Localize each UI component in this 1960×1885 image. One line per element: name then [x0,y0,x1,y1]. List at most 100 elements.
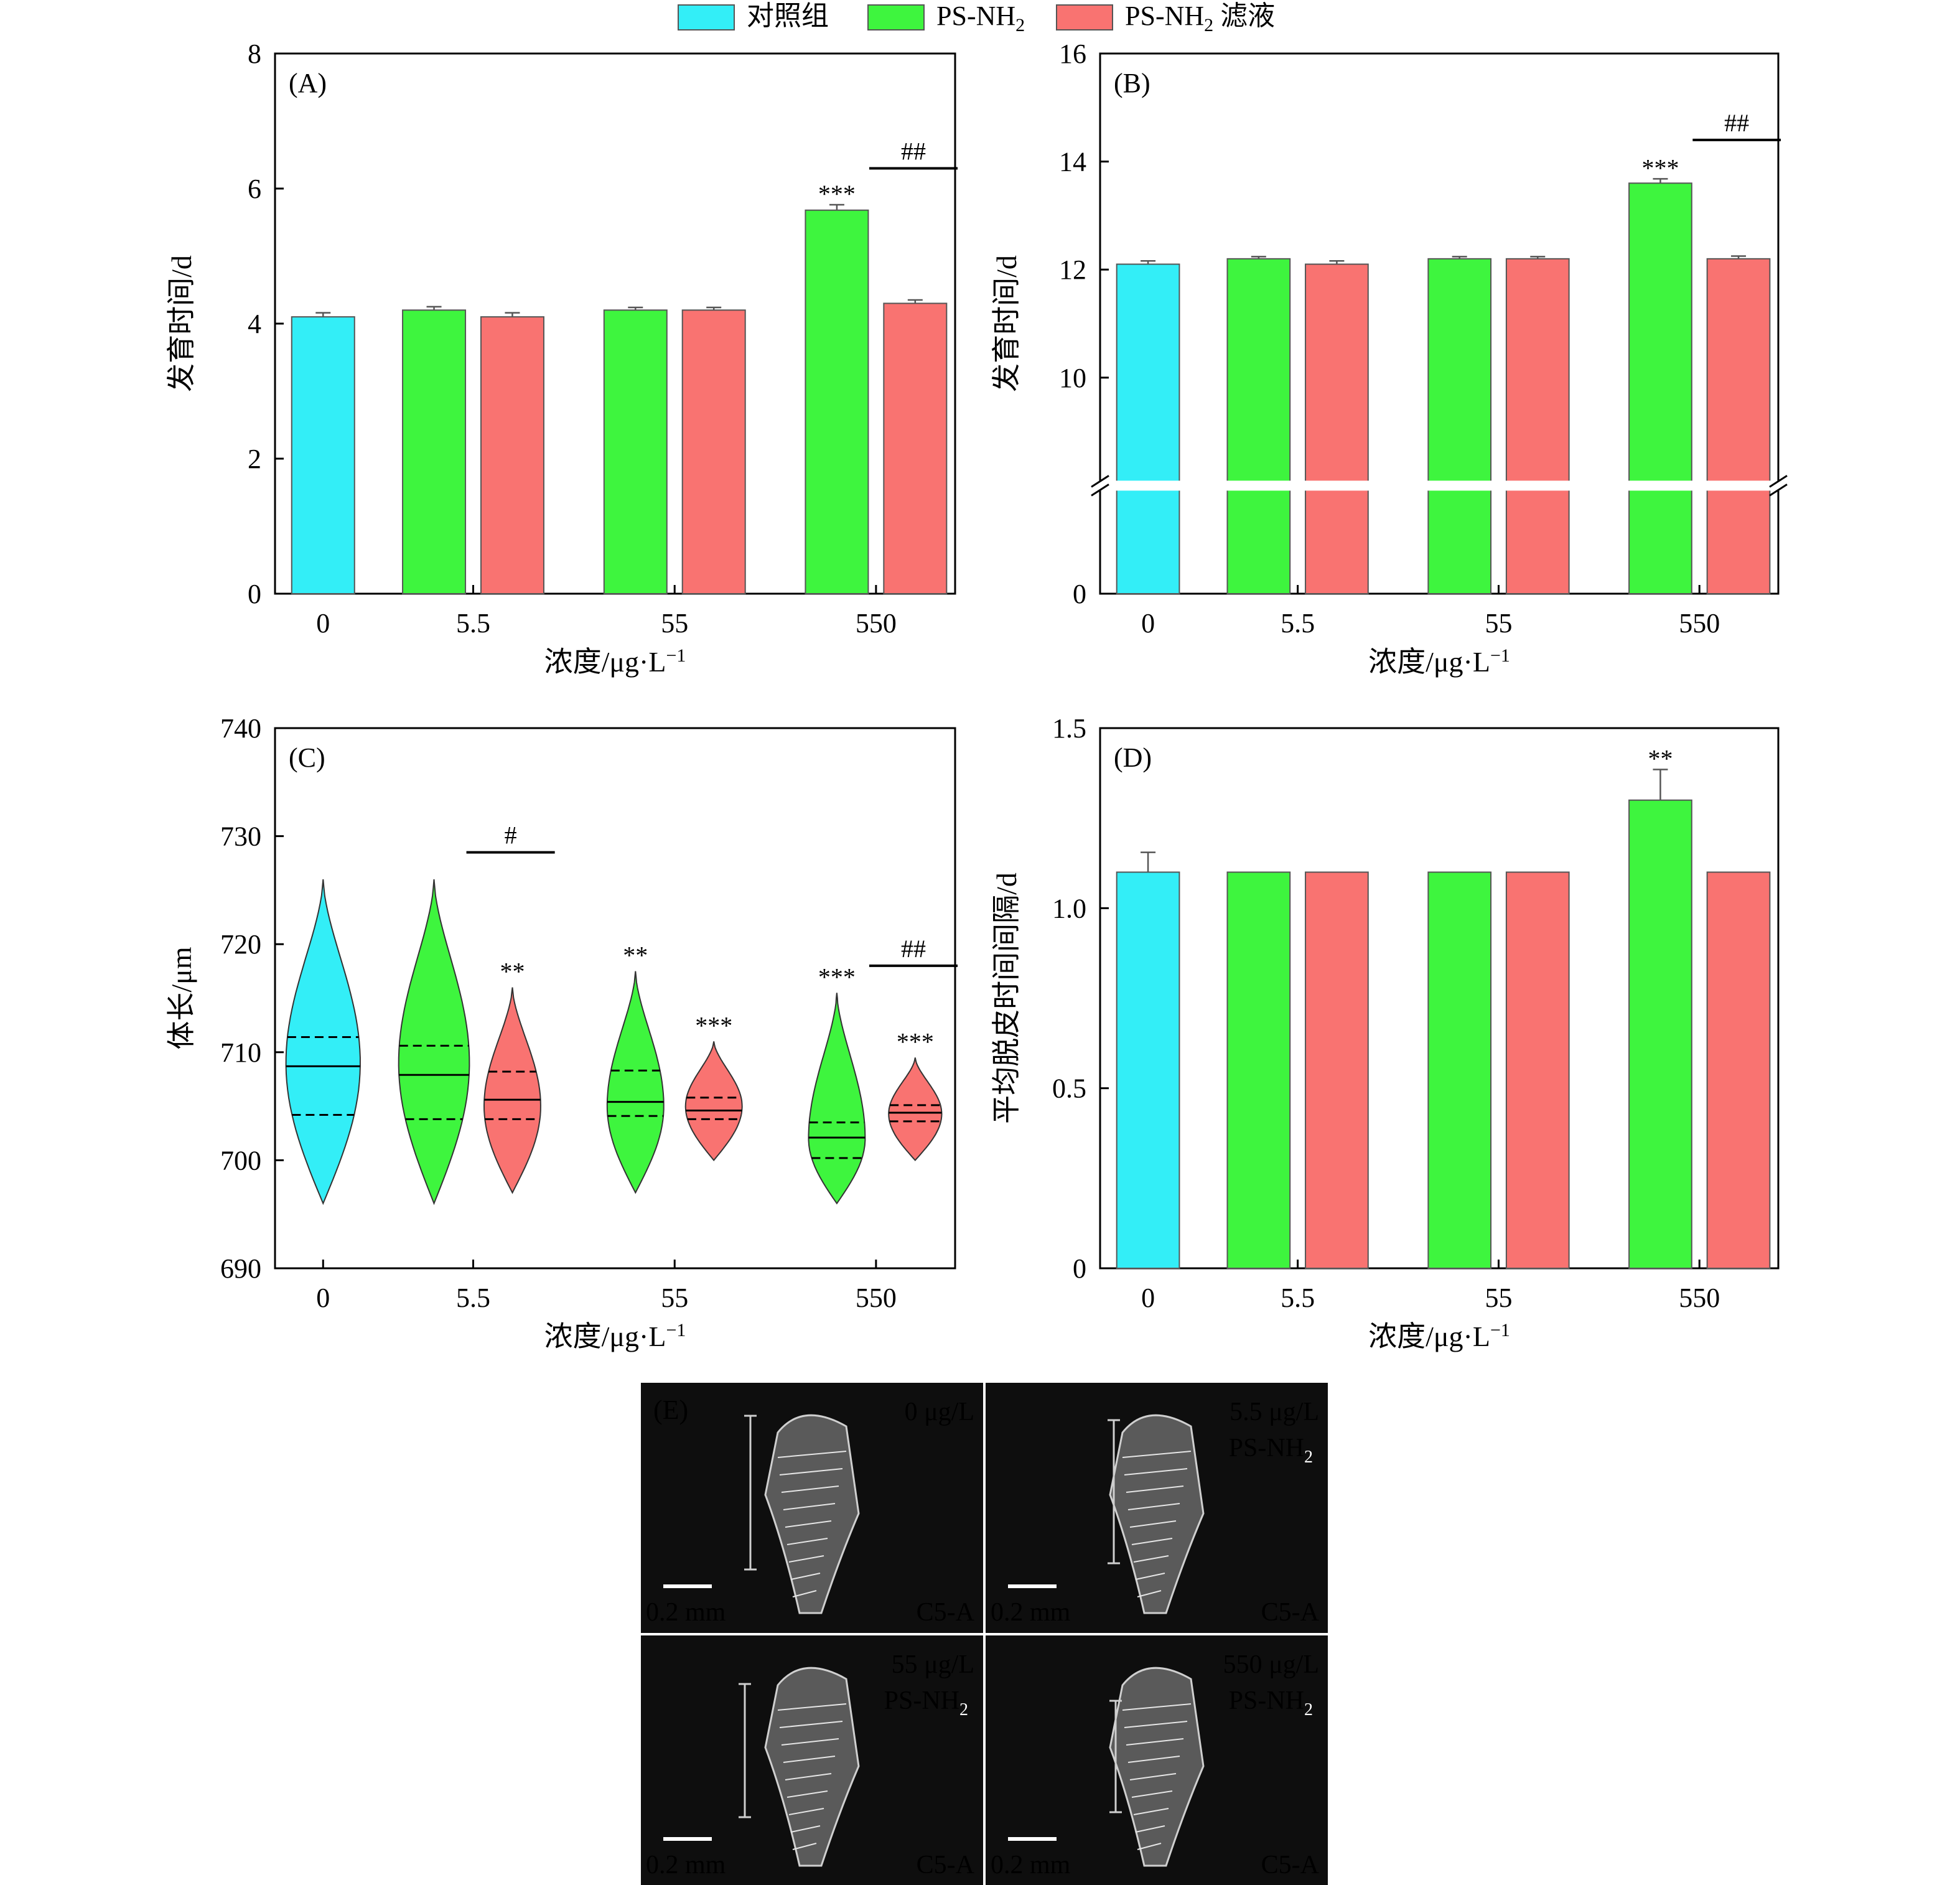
specimen-segment [1135,1825,1165,1833]
violin-filtrate-55 [684,1041,743,1161]
subscript: 2 [1304,1700,1313,1719]
treatment-label: PS-NH2 [1229,1686,1313,1719]
x-tick-label: 0 [316,1283,330,1313]
y-tick-label: 1.5 [1052,713,1086,744]
scale-label: 0.2 mm [646,1851,726,1879]
panel-c-body-length-violin: 690 700 710 720 730 740 0 5.5 55 550 浓度/μg·L−1 体长/μ… [166,713,958,1352]
specimen-segment [777,1703,847,1711]
subscript: 2 [1204,15,1213,35]
significance-mark: *** [695,1011,732,1039]
specimen-segment [1131,1790,1173,1798]
y-tick-label: 720 [220,929,261,960]
specimen-segment [1129,1520,1177,1528]
x-tick-label: 55 [1485,1283,1512,1313]
specimen-segment [785,1773,832,1780]
micrograph-0: 0.2 mm C5-A 0 μg/L (E) [641,1383,983,1633]
scale-bar [663,1584,712,1588]
scale-label: 0.2 mm [991,1851,1071,1879]
x-tick-label: 5.5 [456,1283,490,1313]
violin-psnh2-55 [606,971,665,1194]
stage-label: C5-A [917,1851,975,1879]
specimen-segment [790,1573,821,1580]
specimen-segment [786,1538,828,1545]
y-tick-label: 10 [1059,363,1086,393]
comparison-label: ## [1724,109,1749,137]
bar-filtrate-55 [1505,258,1570,594]
bar-filtrate-550 [883,302,948,594]
x-tick-label: 550 [856,1283,897,1313]
scale-label: 0.2 mm [646,1598,726,1627]
y-tick-label: 730 [220,821,261,852]
legend-label-control: 对照组 [747,1,829,31]
concentration-label: 55 μg/L [892,1650,974,1679]
bar-filtrate-550 [1706,258,1771,594]
panel-label: (C) [289,742,325,773]
panel-label: (A) [289,68,327,98]
violin-filtrate-5.5 [483,987,541,1194]
y-tick-label: 14 [1059,147,1086,177]
specimen-segment [781,1485,839,1493]
specimen-segment [792,1590,817,1597]
y-tick-label: 0 [248,579,261,609]
copepod-specimen [1109,1667,1205,1867]
significance-mark: *** [818,963,856,991]
significance-mark: ** [1648,745,1673,773]
subscript: 2 [959,1700,968,1719]
subscript: 2 [1015,15,1025,35]
x-tick-label: 55 [661,608,688,638]
y-tick-label: 0.5 [1052,1073,1086,1104]
copepod-specimen [764,1414,860,1614]
bar-psnh2-5.5 [1226,871,1291,1269]
specimen-segment [1133,1808,1169,1815]
significance-mark: *** [897,1027,934,1055]
x-tick-label: 5.5 [1281,608,1315,638]
x-tick-label: 0 [1141,1283,1155,1313]
comparison-label: ## [901,935,926,963]
panel-label: (B) [1114,68,1150,98]
y-axis-title: 平均脱皮时间间隔/d [991,872,1022,1124]
specimen-segment [786,1790,828,1798]
specimen-segment [792,1843,817,1850]
stage-label: C5-A [1261,1851,1320,1879]
y-tick-label: 8 [248,39,261,69]
specimen-segment [1137,1843,1162,1850]
y-tick-label: 0 [1073,579,1086,609]
y-axis-title: 体长/μm [166,947,197,1049]
legend-swatch-filtrate [1056,4,1113,30]
x-tick-label: 550 [1679,1283,1720,1313]
specimen-segment [783,1756,836,1763]
significance-mark: *** [1641,154,1679,182]
specimen-segment [781,1738,839,1746]
subscript: −1 [666,1320,686,1340]
specimen-segment [779,1468,843,1476]
specimen-segment [1122,1703,1192,1711]
specimen-segment [790,1825,821,1833]
copepod-specimen [764,1667,860,1867]
y-tick-label: 16 [1059,39,1086,69]
x-tick-label: 55 [1485,608,1512,638]
y-tick-label: 740 [220,713,261,744]
significance-mark: ** [500,958,525,986]
bar-psnh2-5.5 [402,309,467,594]
x-axis-title: 浓度/μg·L−1 [1368,1320,1510,1352]
y-tick-label: 12 [1059,255,1086,285]
bar-psnh2-550 [1628,182,1692,594]
specimen-segment [1135,1573,1165,1580]
violin-psnh2-5.5 [398,879,470,1205]
x-tick-label: 5.5 [456,608,490,638]
panel-label: (D) [1114,742,1152,773]
y-tick-label: 1.0 [1052,893,1086,924]
scale-bar [663,1837,712,1841]
bar-psnh2-550 [805,209,869,595]
specimen-segment [1137,1590,1162,1597]
bar-psnh2-55 [1427,871,1492,1269]
bar-filtrate-5.5 [1305,263,1369,594]
bar-psnh2-55 [603,309,668,594]
specimen-segment [1131,1538,1173,1545]
axis-break-mark [1769,475,1788,488]
y-tick-label: 710 [220,1037,261,1068]
specimen-segment [1126,1485,1184,1493]
violin-control-0 [285,879,361,1205]
legend-swatch-control [678,4,735,30]
